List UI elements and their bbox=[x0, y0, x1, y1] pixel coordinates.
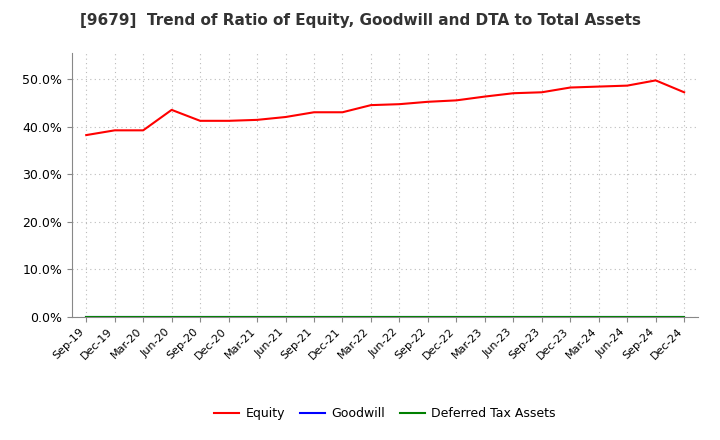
Goodwill bbox=[196, 314, 204, 319]
Equity bbox=[253, 117, 261, 122]
Equity bbox=[566, 85, 575, 90]
Equity bbox=[595, 84, 603, 89]
Goodwill bbox=[310, 314, 318, 319]
Equity bbox=[225, 118, 233, 124]
Deferred Tax Assets bbox=[509, 314, 518, 319]
Equity bbox=[366, 103, 375, 108]
Goodwill bbox=[595, 314, 603, 319]
Goodwill bbox=[423, 314, 432, 319]
Equity bbox=[282, 114, 290, 120]
Goodwill bbox=[282, 314, 290, 319]
Equity bbox=[537, 90, 546, 95]
Equity bbox=[338, 110, 347, 115]
Goodwill bbox=[338, 314, 347, 319]
Deferred Tax Assets bbox=[167, 314, 176, 319]
Goodwill bbox=[623, 314, 631, 319]
Goodwill bbox=[139, 314, 148, 319]
Equity bbox=[139, 128, 148, 133]
Goodwill bbox=[652, 314, 660, 319]
Equity bbox=[196, 118, 204, 124]
Text: [9679]  Trend of Ratio of Equity, Goodwill and DTA to Total Assets: [9679] Trend of Ratio of Equity, Goodwil… bbox=[79, 13, 641, 28]
Line: Equity: Equity bbox=[86, 81, 684, 135]
Deferred Tax Assets bbox=[595, 314, 603, 319]
Goodwill bbox=[680, 314, 688, 319]
Deferred Tax Assets bbox=[680, 314, 688, 319]
Deferred Tax Assets bbox=[139, 314, 148, 319]
Equity bbox=[480, 94, 489, 99]
Deferred Tax Assets bbox=[652, 314, 660, 319]
Deferred Tax Assets bbox=[253, 314, 261, 319]
Goodwill bbox=[509, 314, 518, 319]
Deferred Tax Assets bbox=[338, 314, 347, 319]
Equity bbox=[680, 90, 688, 95]
Deferred Tax Assets bbox=[310, 314, 318, 319]
Deferred Tax Assets bbox=[452, 314, 461, 319]
Deferred Tax Assets bbox=[225, 314, 233, 319]
Equity bbox=[452, 98, 461, 103]
Goodwill bbox=[480, 314, 489, 319]
Equity bbox=[423, 99, 432, 104]
Deferred Tax Assets bbox=[282, 314, 290, 319]
Goodwill bbox=[537, 314, 546, 319]
Equity bbox=[509, 91, 518, 96]
Equity bbox=[82, 132, 91, 138]
Goodwill bbox=[110, 314, 119, 319]
Deferred Tax Assets bbox=[423, 314, 432, 319]
Goodwill bbox=[395, 314, 404, 319]
Goodwill bbox=[82, 314, 91, 319]
Equity bbox=[310, 110, 318, 115]
Deferred Tax Assets bbox=[366, 314, 375, 319]
Goodwill bbox=[225, 314, 233, 319]
Equity bbox=[395, 102, 404, 107]
Equity bbox=[652, 78, 660, 83]
Goodwill bbox=[167, 314, 176, 319]
Goodwill bbox=[253, 314, 261, 319]
Deferred Tax Assets bbox=[110, 314, 119, 319]
Equity bbox=[167, 107, 176, 113]
Deferred Tax Assets bbox=[196, 314, 204, 319]
Goodwill bbox=[566, 314, 575, 319]
Equity bbox=[623, 83, 631, 88]
Deferred Tax Assets bbox=[623, 314, 631, 319]
Deferred Tax Assets bbox=[395, 314, 404, 319]
Deferred Tax Assets bbox=[566, 314, 575, 319]
Legend: Equity, Goodwill, Deferred Tax Assets: Equity, Goodwill, Deferred Tax Assets bbox=[210, 402, 561, 425]
Deferred Tax Assets bbox=[537, 314, 546, 319]
Equity bbox=[110, 128, 119, 133]
Goodwill bbox=[366, 314, 375, 319]
Goodwill bbox=[452, 314, 461, 319]
Deferred Tax Assets bbox=[480, 314, 489, 319]
Deferred Tax Assets bbox=[82, 314, 91, 319]
